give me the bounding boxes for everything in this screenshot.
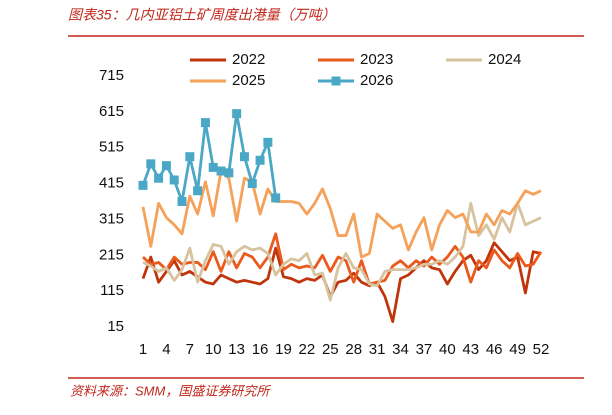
point-marker xyxy=(247,179,257,189)
point-marker xyxy=(193,186,203,196)
point-marker xyxy=(239,152,249,162)
point-marker xyxy=(161,161,171,171)
x-tick-label: 28 xyxy=(345,341,362,358)
x-tick-label: 7 xyxy=(186,341,194,358)
point-marker xyxy=(185,152,195,162)
y-tick-label: 115 xyxy=(100,282,124,299)
legend-marker xyxy=(331,76,341,86)
y-tick-label: 415 xyxy=(99,175,124,192)
source: 资料来源：SMM，国盛证券研究所 xyxy=(70,383,271,398)
y-tick-label: 315 xyxy=(99,210,124,227)
y-tick-label: 715 xyxy=(99,67,124,84)
x-tick-label: 4 xyxy=(162,341,170,358)
y-tick-label: 215 xyxy=(99,246,124,263)
x-tick-label: 46 xyxy=(486,341,503,358)
x-tick-label: 37 xyxy=(416,341,433,358)
x-tick-label: 25 xyxy=(322,341,339,358)
point-marker xyxy=(169,175,179,185)
x-tick-label: 43 xyxy=(462,341,479,358)
x-tick-label: 19 xyxy=(275,341,292,358)
point-marker xyxy=(224,168,234,178)
point-marker xyxy=(216,166,226,176)
point-marker xyxy=(146,159,156,169)
x-tick-label: 16 xyxy=(252,341,269,358)
x-tick-label: 49 xyxy=(509,341,526,358)
y-tick-label: 615 xyxy=(99,103,124,120)
legend-label: 2022 xyxy=(232,51,265,68)
legend-label: 2023 xyxy=(360,51,393,68)
x-tick-label: 22 xyxy=(299,341,316,358)
series-line xyxy=(142,201,542,302)
y-tick-label: 515 xyxy=(99,139,124,156)
x-tick-label: 10 xyxy=(205,341,222,358)
point-marker xyxy=(208,162,218,172)
point-marker xyxy=(263,137,273,147)
legend-label: 2024 xyxy=(488,51,521,68)
point-marker xyxy=(232,109,242,119)
chart-title: 图表35：几内亚铝土矿周度出港量（万吨） xyxy=(68,7,336,23)
x-tick-label: 31 xyxy=(369,341,386,358)
x-tick-label: 34 xyxy=(392,341,409,358)
x-tick-label: 40 xyxy=(439,341,456,358)
point-marker xyxy=(177,197,187,206)
x-tick-label: 1 xyxy=(139,341,147,358)
point-marker xyxy=(154,173,164,183)
point-marker xyxy=(200,118,210,128)
legend-label: 2025 xyxy=(232,72,265,89)
point-marker xyxy=(138,180,148,190)
point-marker xyxy=(255,155,265,165)
x-tick-label: 13 xyxy=(228,341,245,358)
point-marker xyxy=(271,193,281,203)
legend-label: 2026 xyxy=(360,72,393,89)
series-line xyxy=(141,241,542,324)
y-tick-label: 15 xyxy=(107,318,124,335)
x-tick-label: 52 xyxy=(533,341,550,358)
series-line xyxy=(141,169,542,259)
